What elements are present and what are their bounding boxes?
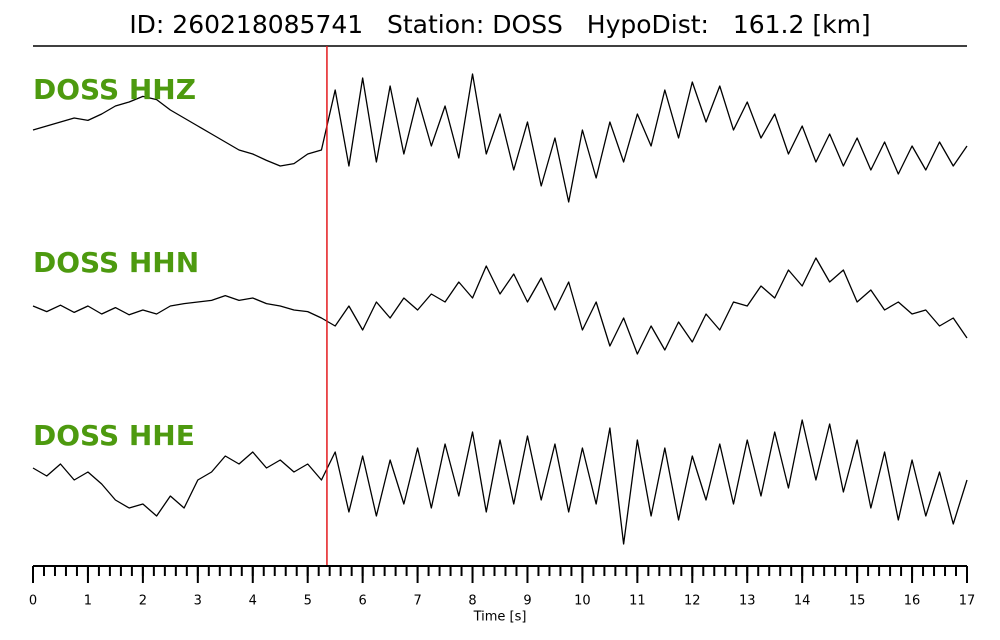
x-tick-label: 16 bbox=[904, 594, 921, 609]
x-tick-label: 0 bbox=[29, 594, 37, 609]
x-tick-label: 6 bbox=[359, 594, 367, 609]
x-tick-label: 1 bbox=[84, 594, 92, 609]
chart-title: ID: 260218085741 Station: DOSS HypoDist:… bbox=[129, 10, 870, 39]
trace bbox=[32, 257, 968, 355]
x-tick-label: 4 bbox=[249, 594, 257, 609]
x-tick-label: 2 bbox=[139, 594, 147, 609]
x-tick-label: 11 bbox=[629, 594, 646, 609]
x-tick-label: 9 bbox=[523, 594, 531, 609]
trace-label: DOSS HHZ bbox=[33, 73, 196, 106]
x-tick-label: 17 bbox=[959, 594, 976, 609]
trace-label: DOSS HHE bbox=[33, 419, 195, 452]
x-axis-label: Time [s] bbox=[473, 610, 527, 625]
trace-label: DOSS HHN bbox=[33, 246, 199, 279]
x-tick-label: 15 bbox=[849, 594, 866, 609]
x-tick-label: 5 bbox=[304, 594, 312, 609]
x-tick-label: 13 bbox=[739, 594, 756, 609]
x-tick-label: 10 bbox=[574, 594, 591, 609]
x-tick-label: 12 bbox=[684, 594, 701, 609]
x-tick-label: 8 bbox=[468, 594, 476, 609]
x-tick-label: 7 bbox=[413, 594, 421, 609]
trace bbox=[32, 419, 968, 545]
x-tick-label: 3 bbox=[194, 594, 202, 609]
x-tick-label: 14 bbox=[794, 594, 811, 609]
trace bbox=[32, 73, 968, 203]
